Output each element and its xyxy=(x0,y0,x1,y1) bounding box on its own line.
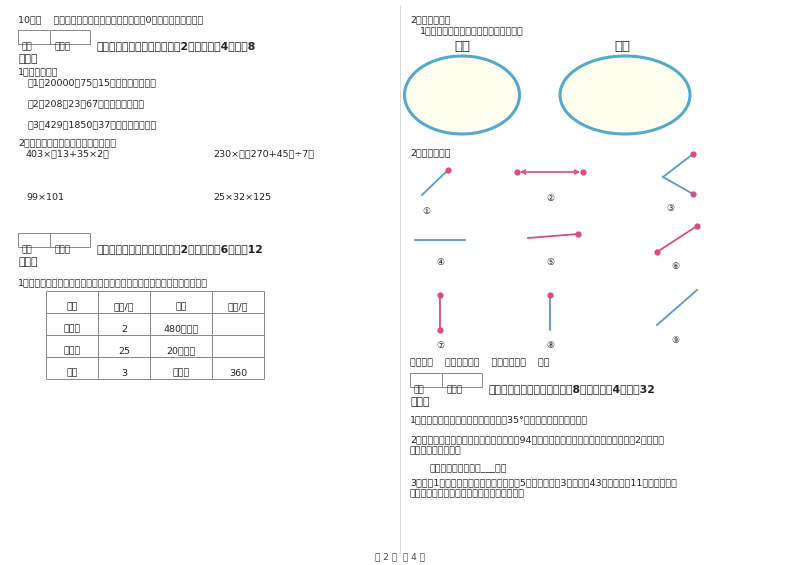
Text: 评卷人: 评卷人 xyxy=(446,385,462,394)
Text: 四、看清题目，细心计算（共2小题，每题4分，共8: 四、看清题目，细心计算（共2小题，每题4分，共8 xyxy=(96,41,255,51)
Text: ⑥: ⑥ xyxy=(671,262,679,271)
Text: 钝角: 钝角 xyxy=(614,40,630,53)
Text: 水笔: 水笔 xyxy=(66,368,78,377)
Text: 六、应用知识，解决问题（共8小题，每题4分，共32: 六、应用知识，解决问题（共8小题，每题4分，共32 xyxy=(488,384,655,394)
Text: 得分: 得分 xyxy=(22,245,33,254)
Text: 20（台）: 20（台） xyxy=(166,346,196,355)
Text: 25×32×125: 25×32×125 xyxy=(213,193,271,202)
Text: 答：王兵的英语考了___分。: 答：王兵的英语考了___分。 xyxy=(430,464,507,473)
Text: 1、列式计算。: 1、列式计算。 xyxy=(18,67,58,76)
Text: ⑦: ⑦ xyxy=(436,341,444,350)
Text: 2、计算下面各题，能简算的要简算。: 2、计算下面各题，能简算的要简算。 xyxy=(18,138,116,147)
Text: 10．（    ）等式两边同时乘以或除以一个数（0除外）等式仍成立。: 10．（ ）等式两边同时乘以或除以一个数（0除外）等式仍成立。 xyxy=(18,15,203,24)
Text: ⑤: ⑤ xyxy=(546,258,554,267)
Ellipse shape xyxy=(560,56,690,134)
Text: 1、文具店一个月卖出的几种文具情况如下表，请在空格中填上适当的数。: 1、文具店一个月卖出的几种文具情况如下表，请在空格中填上适当的数。 xyxy=(18,278,208,287)
Text: （3）429加1850与37的商，和是多少？: （3）429加1850与37的商，和是多少？ xyxy=(28,120,158,129)
Text: 分）。: 分）。 xyxy=(410,397,430,407)
Text: 数量: 数量 xyxy=(175,302,186,311)
Text: 品名: 品名 xyxy=(66,302,78,311)
Text: 第 2 页  共 4 页: 第 2 页 共 4 页 xyxy=(375,552,425,561)
Text: 2、王兵参加考试，面四门功课的平均分是94分，英语成绩宣布后，她的平均分下降了2分，王兵: 2、王兵参加考试，面四门功课的平均分是94分，英语成绩宣布后，她的平均分下降了2… xyxy=(410,435,664,444)
Text: 1、已知一个等腰三角形的一个底角是35°，求其他两个角的度数？: 1、已知一个等腰三角形的一个底角是35°，求其他两个角的度数？ xyxy=(410,415,588,424)
Text: ⑨: ⑨ xyxy=(671,336,679,345)
Text: 403×（13+35×2）: 403×（13+35×2） xyxy=(26,149,110,158)
Text: 2: 2 xyxy=(121,324,127,333)
Ellipse shape xyxy=(405,56,519,134)
Text: 得分: 得分 xyxy=(22,42,33,51)
Text: 1、把下面的各角度数填入相应的圈里。: 1、把下面的各角度数填入相应的圈里。 xyxy=(420,26,524,35)
FancyBboxPatch shape xyxy=(18,30,90,44)
Text: 总价/元: 总价/元 xyxy=(228,302,248,311)
Text: 评卷人: 评卷人 xyxy=(54,42,70,51)
FancyBboxPatch shape xyxy=(18,233,90,247)
Text: （支）: （支） xyxy=(172,368,190,377)
Text: 的英语考了多少分？: 的英语考了多少分？ xyxy=(410,446,462,455)
Text: 小船正好都坐满，问大船、小船各租了几条？: 小船正好都坐满，问大船、小船各租了几条？ xyxy=(410,489,525,498)
Text: 360: 360 xyxy=(229,368,247,377)
Text: 锐角: 锐角 xyxy=(454,40,470,53)
Text: ①: ① xyxy=(422,207,430,216)
Text: 25: 25 xyxy=(118,346,130,355)
Text: 分）。: 分）。 xyxy=(18,54,38,64)
Text: 笔记本: 笔记本 xyxy=(63,324,81,333)
Text: 2、看图填空。: 2、看图填空。 xyxy=(410,148,450,157)
Text: 评卷人: 评卷人 xyxy=(54,245,70,254)
Text: 五、认真思考，综合能力（共2小题，每题6分，共12: 五、认真思考，综合能力（共2小题，每题6分，共12 xyxy=(96,244,263,254)
Text: 得分: 得分 xyxy=(414,385,425,394)
Text: 3: 3 xyxy=(121,368,127,377)
Text: ⑧: ⑧ xyxy=(546,341,554,350)
Text: 直线有（    ），射线有（    ），线段有（    ）。: 直线有（ ），射线有（ ），线段有（ ）。 xyxy=(410,358,550,367)
Text: 单价/元: 单价/元 xyxy=(114,302,134,311)
Text: 480（本）: 480（本） xyxy=(163,324,198,333)
Text: （2）208乘23与67的和，积是多少？: （2）208乘23与67的和，积是多少？ xyxy=(28,99,145,108)
Text: 99×101: 99×101 xyxy=(26,193,64,202)
Text: 3、四（1）班同学去公园划船，大船限坐5人，小船限坐3人，全班43人，共租了11条船，大船、: 3、四（1）班同学去公园划船，大船限坐5人，小船限坐3人，全班43人，共租了11… xyxy=(410,478,677,487)
Text: ②: ② xyxy=(546,194,554,203)
Text: 分）。: 分）。 xyxy=(18,257,38,267)
Text: 2、综合训练。: 2、综合训练。 xyxy=(410,15,450,24)
FancyBboxPatch shape xyxy=(410,373,482,387)
Text: 230×【（270+45）÷7】: 230×【（270+45）÷7】 xyxy=(213,149,314,158)
Text: 计算器: 计算器 xyxy=(63,346,81,355)
Text: ③: ③ xyxy=(666,204,674,213)
Text: （1）20000减75乘15的积，差是多少？: （1）20000减75乘15的积，差是多少？ xyxy=(28,78,157,87)
Text: ④: ④ xyxy=(436,258,444,267)
